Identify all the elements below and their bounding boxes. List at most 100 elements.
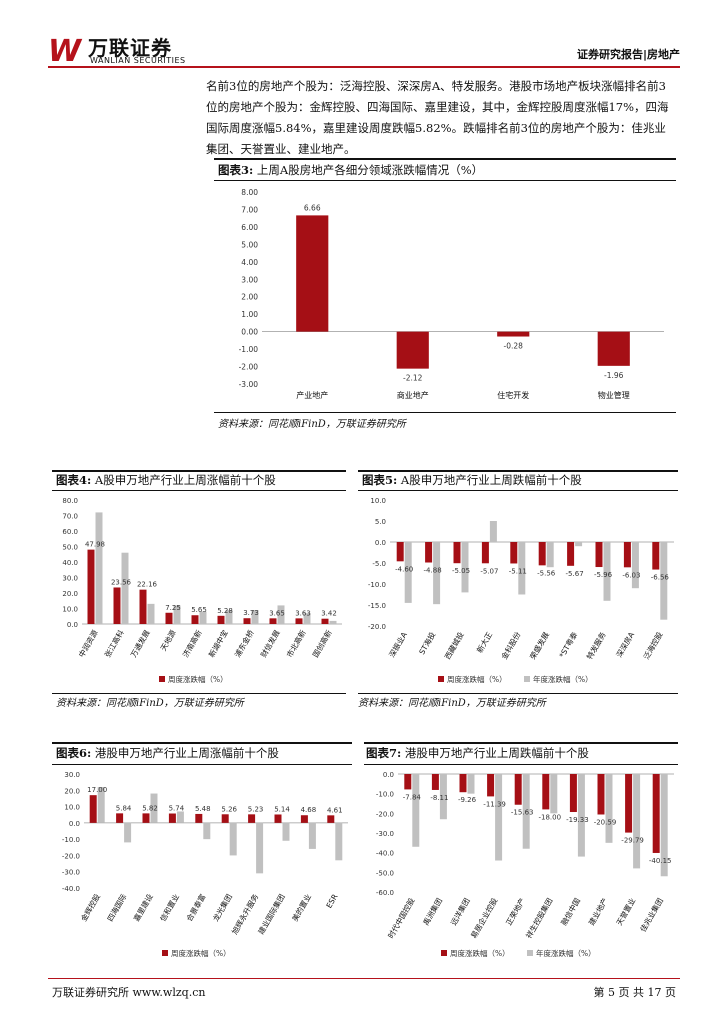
fig6-ytick-label: 30.0 bbox=[64, 771, 80, 779]
fig4-category-label: 天地源 bbox=[158, 628, 178, 653]
fig5-bar-s1 bbox=[453, 542, 461, 564]
fig4-bar-s2 bbox=[329, 620, 337, 624]
fig3-ytick-label: -2.00 bbox=[239, 363, 259, 372]
fig4-title-num: 图表4: bbox=[56, 473, 92, 487]
fig7-bar-s2 bbox=[550, 774, 558, 814]
fig6-data-label: 5.26 bbox=[221, 805, 237, 813]
fig3-data-label: -2.12 bbox=[403, 374, 423, 383]
fig5-bar-s1 bbox=[623, 542, 631, 568]
fig3-category-label: 产业地产 bbox=[296, 390, 328, 400]
fig4-ytick-label: 40.0 bbox=[62, 559, 78, 567]
fig7-data-label: -7.84 bbox=[403, 793, 422, 801]
fig5-category-label: 金科股份 bbox=[499, 630, 523, 661]
fig5-legend-swatch bbox=[524, 676, 530, 682]
fig6-bar-s1 bbox=[248, 814, 256, 823]
fig7-legend-label: 周度涨跌幅（%） bbox=[450, 948, 510, 958]
fig4-category-label: 财信发展 bbox=[258, 628, 282, 659]
fig7-title: 图表7: 港股申万地产行业上周跌幅前十个股 bbox=[366, 745, 589, 761]
fig6-data-label: 17.00 bbox=[87, 786, 107, 794]
fig4-category-label: 新湖中宝 bbox=[206, 628, 230, 659]
brand-logo-mark: W bbox=[48, 34, 82, 69]
fig7-legend-label: 年度涨跌幅（%） bbox=[536, 948, 596, 958]
fig6-bar-s2 bbox=[308, 822, 316, 849]
fig5-data-label: -5.07 bbox=[480, 567, 498, 575]
fig7-title-num: 图表7: bbox=[366, 746, 402, 760]
fig7-ytick-label: -20.0 bbox=[376, 810, 394, 818]
fig4-ytick-label: 70.0 bbox=[62, 513, 78, 521]
fig6-category-label: 金辉控股 bbox=[78, 892, 102, 923]
fig5-category-label: 特发服务 bbox=[584, 630, 608, 661]
fig6-category-label: 四海国际 bbox=[105, 892, 129, 923]
fig4-category-label: 济南高新 bbox=[180, 628, 204, 659]
fig4-bar-s2 bbox=[199, 611, 207, 624]
fig7-legend-swatch bbox=[527, 950, 533, 956]
fig7-data-label: -15.63 bbox=[511, 809, 534, 817]
fig6-bar-s1 bbox=[221, 814, 229, 823]
fig5-bar-s2 bbox=[461, 542, 469, 593]
fig6-bar-s2 bbox=[150, 793, 158, 823]
fig5-category-label: 泛海控股 bbox=[641, 630, 665, 661]
fig6-ytick-label: 10.0 bbox=[64, 804, 80, 812]
fig4-data-label: 3.65 bbox=[269, 609, 285, 617]
fig7-category-label: 时代中国控股 bbox=[385, 896, 416, 940]
fig5-data-label: -5.67 bbox=[566, 570, 584, 578]
fig3-ytick-label: 6.00 bbox=[241, 223, 258, 232]
fig5-rule-top bbox=[358, 470, 678, 472]
fig4-bar-s2 bbox=[225, 610, 233, 624]
fig7-bar-s1 bbox=[487, 774, 495, 797]
fig5-data-label: -5.11 bbox=[509, 567, 527, 575]
fig6-bar-s1 bbox=[142, 813, 150, 823]
fig4-category-label: 浦东金桥 bbox=[232, 628, 256, 659]
fig7-bar-s2 bbox=[439, 774, 447, 820]
fig7-bar-s1 bbox=[514, 774, 522, 805]
fig7-bar-s2 bbox=[605, 774, 613, 843]
fig6-category-label: 信和置业 bbox=[157, 892, 181, 923]
fig4-ytick-label: 10.0 bbox=[62, 606, 78, 614]
fig6-bar-s1 bbox=[300, 815, 308, 823]
fig6-bar-s2 bbox=[282, 822, 290, 841]
fig3-bar bbox=[396, 331, 429, 369]
fig4-rule-mid bbox=[52, 490, 346, 491]
fig7-bar-s1 bbox=[431, 774, 439, 790]
fig7-data-label: -8.11 bbox=[430, 794, 448, 802]
fig4-bar-s1 bbox=[321, 618, 329, 624]
fig7-data-label: -18.00 bbox=[539, 813, 562, 821]
fig5-legend-label: 周度涨跌幅（%） bbox=[447, 674, 507, 684]
fig3-title-num: 图表3: bbox=[218, 163, 254, 177]
fig6-ytick-label: -10.0 bbox=[62, 836, 80, 844]
fig4-source: 资料来源：同花顺iFinD，万联证券研究所 bbox=[56, 698, 244, 709]
fig5-category-label: 荣盛发展 bbox=[527, 630, 551, 661]
fig4-data-label: 22.16 bbox=[137, 581, 158, 589]
fig5-ytick-label: 5.0 bbox=[375, 518, 386, 526]
fig6-rule-mid bbox=[52, 764, 352, 765]
fig5-bar-s2 bbox=[660, 542, 668, 620]
fig6-ytick-label: 20.0 bbox=[64, 787, 80, 795]
fig5-rule-mid bbox=[358, 490, 678, 491]
fig6-category-label: ESR bbox=[324, 893, 339, 910]
fig4-bar-s1 bbox=[217, 615, 225, 624]
brand-logo-en: WANLIAN SECURITIES bbox=[90, 56, 186, 65]
fig5-ytick-label: -5.0 bbox=[372, 560, 386, 568]
fig4-ytick-label: 0.0 bbox=[67, 621, 78, 629]
fig4-bar-s2 bbox=[95, 512, 103, 624]
fig7-ytick-label: -50.0 bbox=[376, 869, 394, 877]
fig7-bar-s1 bbox=[404, 774, 412, 790]
fig7-rule-top bbox=[364, 742, 678, 744]
fig6-title: 图表6: 港股申万地产行业上周涨幅前十个股 bbox=[56, 745, 279, 761]
fig7-ytick-label: 0.0 bbox=[383, 771, 394, 779]
fig3-category-label: 商业地产 bbox=[397, 390, 429, 400]
fig4-data-label: 3.73 bbox=[243, 609, 259, 617]
fig4-data-label: 47.98 bbox=[85, 541, 105, 549]
fig6-data-label: 4.61 bbox=[327, 806, 343, 814]
fig7-bar-s1 bbox=[597, 774, 605, 815]
fig5-category-label: 西藏城投 bbox=[442, 630, 466, 661]
fig4-bar-s1 bbox=[139, 589, 147, 624]
fig6-bar-s1 bbox=[274, 814, 282, 823]
fig5-bar-s2 bbox=[631, 542, 639, 589]
fig5-category-label: 深深房A bbox=[614, 629, 637, 659]
fig5-source: 资料来源：同花顺iFinD，万联证券研究所 bbox=[358, 698, 546, 709]
fig3-ytick-label: 3.00 bbox=[241, 275, 258, 284]
fig5-data-label: -5.56 bbox=[537, 569, 556, 577]
fig7-bar-s1 bbox=[459, 774, 467, 793]
fig4-data-label: 5.65 bbox=[191, 606, 207, 614]
